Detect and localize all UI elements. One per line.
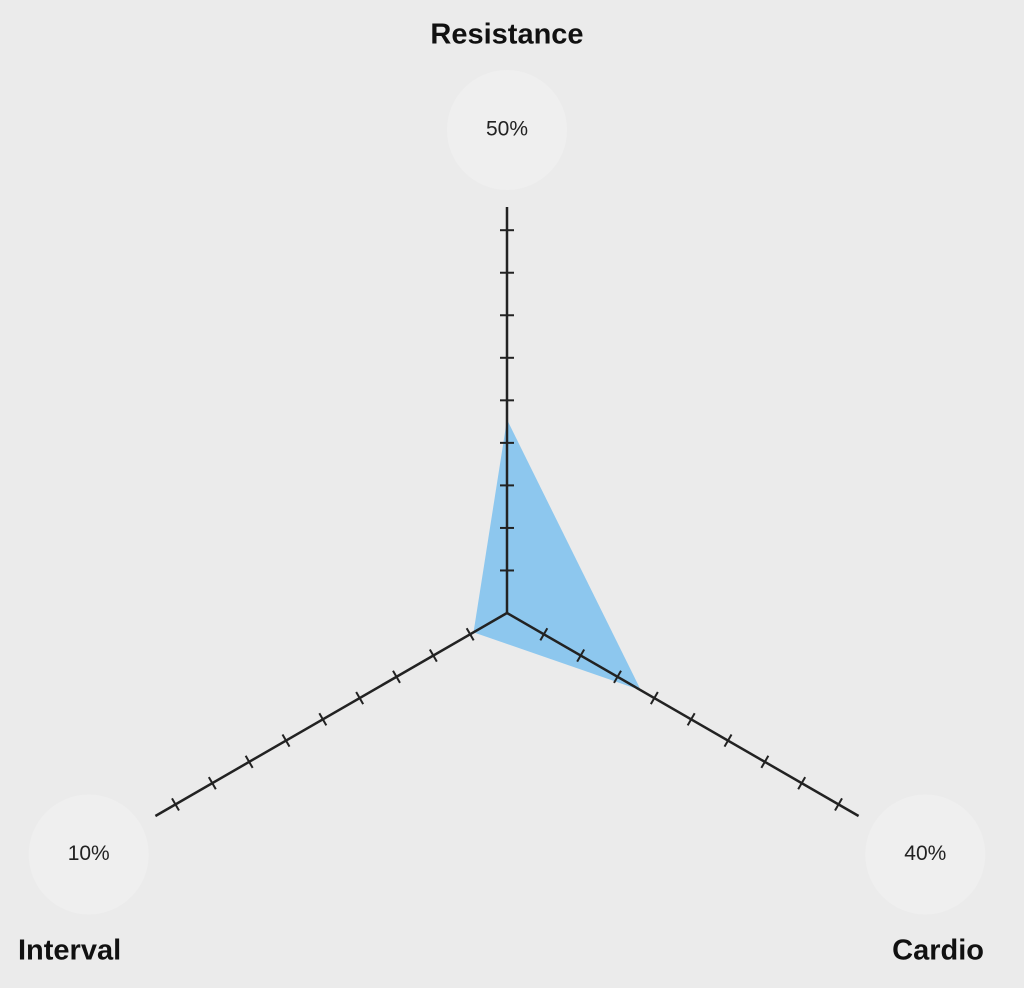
tick-mark (649, 691, 659, 705)
value-label: 10% (68, 842, 110, 865)
tick-mark (539, 627, 549, 641)
tick-mark (171, 797, 180, 811)
tick-mark (355, 691, 365, 705)
value-badge (28, 794, 149, 915)
tick-mark (318, 712, 328, 726)
tick-mark (797, 776, 807, 790)
tick-mark (207, 776, 217, 790)
category-label: Interval (18, 935, 121, 967)
tick-mark (686, 712, 696, 726)
tick-mark (834, 797, 843, 811)
tick-mark (281, 734, 291, 748)
tick-mark (428, 648, 438, 663)
tick-mark (760, 755, 770, 769)
value-badge (447, 70, 567, 190)
tick-mark (613, 670, 622, 684)
value-badge (865, 794, 986, 915)
value-label: 40% (904, 842, 946, 865)
category-label: Resistance (430, 19, 583, 51)
category-label: Cardio (892, 935, 984, 967)
axis-line (154, 611, 508, 818)
tick-mark (723, 734, 733, 748)
value-label: 50% (486, 118, 528, 141)
tick-mark (576, 648, 586, 663)
tick-mark (465, 627, 475, 641)
data-area (473, 419, 641, 691)
axis-line (506, 611, 860, 818)
tick-mark (244, 755, 254, 769)
tick-mark (392, 670, 401, 684)
